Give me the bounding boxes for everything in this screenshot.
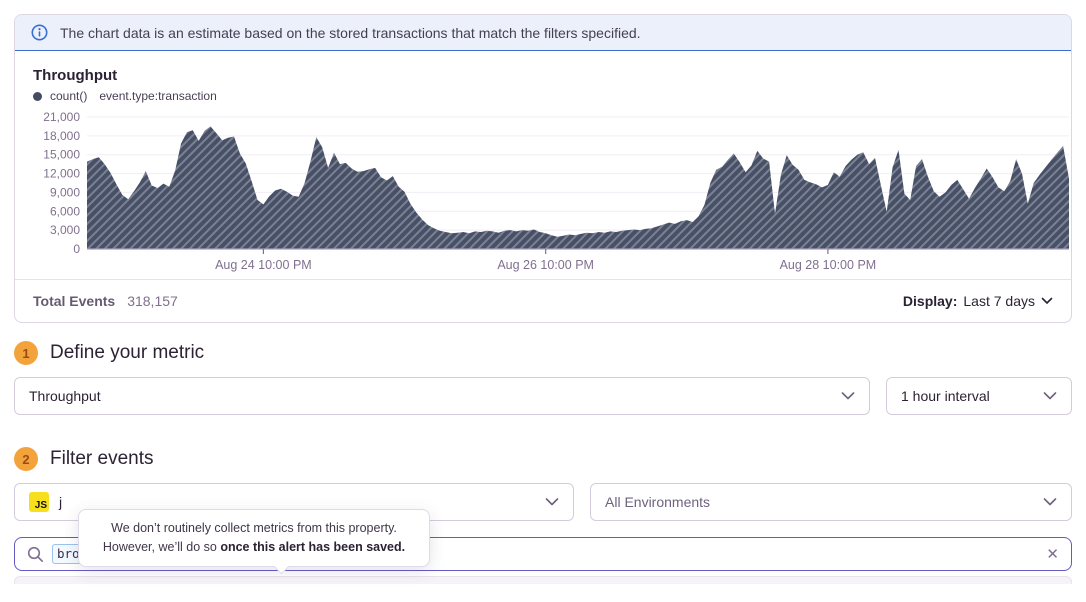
svg-text:Aug 24 10:00 PM: Aug 24 10:00 PM xyxy=(215,258,312,272)
svg-text:Aug 28 10:00 PM: Aug 28 10:00 PM xyxy=(780,258,877,272)
svg-text:9,000: 9,000 xyxy=(50,185,80,199)
banner-text: The chart data is an estimate based on t… xyxy=(60,24,641,41)
step-1-badge: 1 xyxy=(14,341,38,365)
metrics-property-tooltip: We don’t routinely collect metrics from … xyxy=(78,509,430,575)
metric-section-heading: 1 Define your metric xyxy=(14,341,1072,365)
svg-text:0: 0 xyxy=(73,242,80,256)
svg-text:15,000: 15,000 xyxy=(43,148,80,162)
svg-text:12,000: 12,000 xyxy=(43,167,80,181)
total-events-value: 318,157 xyxy=(127,293,178,309)
chevron-down-icon xyxy=(1041,297,1053,304)
interval-select-value: 1 hour interval xyxy=(901,388,990,404)
svg-text:18,000: 18,000 xyxy=(43,129,80,143)
chevron-down-icon xyxy=(1043,498,1057,506)
metric-select-value: Throughput xyxy=(29,388,101,404)
chart-legend: count() event.type:transaction xyxy=(33,89,1061,103)
display-value: Last 7 days xyxy=(963,293,1035,309)
metric-row: Throughput 1 hour interval xyxy=(14,377,1072,415)
legend-query-label: event.type:transaction xyxy=(99,89,217,103)
legend-dot-icon xyxy=(33,91,42,101)
chart-title: Throughput xyxy=(33,67,118,84)
clear-search-icon[interactable]: ✕ xyxy=(1046,545,1059,563)
svg-text:21,000: 21,000 xyxy=(43,110,80,124)
next-panel-edge xyxy=(14,576,1072,584)
interval-select[interactable]: 1 hour interval xyxy=(886,377,1072,415)
tooltip-line2: However, we’ll do so xyxy=(102,539,221,554)
step-2-badge: 2 xyxy=(14,447,38,471)
metric-select[interactable]: Throughput xyxy=(14,377,870,415)
tooltip-arrow xyxy=(273,558,290,575)
metric-section-title: Define your metric xyxy=(50,342,205,363)
throughput-area-chart: 0 3,000 6,000 9,000 12,000 15,000 18,000 21,000… xyxy=(43,110,1069,272)
svg-text:Aug 26 10:00 PM: Aug 26 10:00 PM xyxy=(497,258,594,272)
svg-text:3,000: 3,000 xyxy=(50,223,80,237)
environment-select-value: All Environments xyxy=(605,494,711,510)
javascript-platform-icon: JS xyxy=(29,492,49,512)
tooltip-line1: We don’t routinely collect metrics from … xyxy=(111,521,397,535)
display-range-dropdown[interactable]: Display: Last 7 days xyxy=(903,293,1053,309)
chevron-down-icon xyxy=(1043,392,1057,400)
chart-section: Throughput count() event.type:transactio… xyxy=(15,51,1071,279)
display-label: Display: xyxy=(902,293,958,309)
info-icon xyxy=(31,24,48,41)
search-icon xyxy=(27,546,43,562)
project-select-value: j xyxy=(59,494,63,510)
filter-row: JS j All Environments xyxy=(14,483,1072,521)
chart-panel-footer: Total Events 318,157 Display: Last 7 day… xyxy=(15,279,1071,322)
chart-panel: The chart data is an estimate based on t… xyxy=(14,14,1072,323)
chevron-down-icon xyxy=(841,392,855,400)
filter-section-title: Filter events xyxy=(50,448,154,469)
filter-section-heading: 2 Filter events xyxy=(14,447,1072,471)
total-events-label: Total Events xyxy=(33,293,116,309)
tooltip-line2-bold: once this alert has been saved. xyxy=(220,539,406,554)
environment-select[interactable]: All Environments xyxy=(590,483,1072,521)
chevron-down-icon xyxy=(545,498,559,506)
estimate-info-banner: The chart data is an estimate based on t… xyxy=(15,15,1071,51)
svg-text:6,000: 6,000 xyxy=(50,204,80,218)
legend-series-label: count() xyxy=(50,89,88,103)
